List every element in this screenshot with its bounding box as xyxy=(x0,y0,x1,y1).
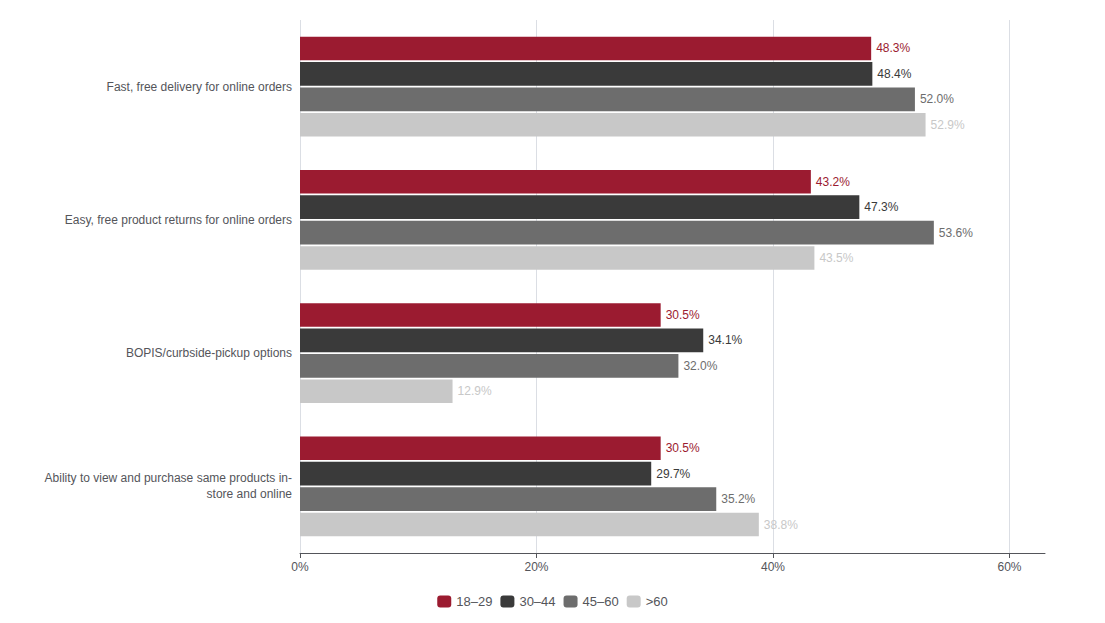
svg-text:30–44: 30–44 xyxy=(519,594,555,609)
svg-text:Fast, free delivery for online: Fast, free delivery for online orders xyxy=(107,80,292,94)
svg-text:40%: 40% xyxy=(761,560,785,574)
svg-text:47.3%: 47.3% xyxy=(864,200,898,214)
svg-text:35.2%: 35.2% xyxy=(721,492,755,506)
svg-text:34.1%: 34.1% xyxy=(708,333,742,347)
svg-text:43.5%: 43.5% xyxy=(819,251,853,265)
svg-text:38.8%: 38.8% xyxy=(764,518,798,532)
svg-text:>60: >60 xyxy=(646,594,668,609)
svg-text:store and online: store and online xyxy=(207,487,293,501)
svg-text:52.9%: 52.9% xyxy=(931,118,965,132)
svg-text:48.4%: 48.4% xyxy=(877,67,911,81)
svg-text:48.3%: 48.3% xyxy=(876,41,910,55)
svg-text:60%: 60% xyxy=(998,560,1022,574)
svg-text:52.0%: 52.0% xyxy=(920,92,954,106)
svg-text:53.6%: 53.6% xyxy=(939,226,973,240)
svg-text:12.9%: 12.9% xyxy=(458,384,492,398)
svg-text:30.5%: 30.5% xyxy=(666,308,700,322)
svg-text:29.7%: 29.7% xyxy=(656,467,690,481)
svg-text:0%: 0% xyxy=(291,560,309,574)
svg-text:BOPIS/curbside-pickup options: BOPIS/curbside-pickup options xyxy=(126,346,292,360)
svg-text:45–60: 45–60 xyxy=(583,594,619,609)
svg-text:20%: 20% xyxy=(524,560,548,574)
svg-text:32.0%: 32.0% xyxy=(683,359,717,373)
svg-text:43.2%: 43.2% xyxy=(816,175,850,189)
svg-text:Ability to view and purchase s: Ability to view and purchase same produc… xyxy=(45,471,292,485)
svg-text:Easy, free product returns for: Easy, free product returns for online or… xyxy=(65,213,292,227)
svg-text:18–29: 18–29 xyxy=(456,594,492,609)
svg-text:30.5%: 30.5% xyxy=(666,441,700,455)
